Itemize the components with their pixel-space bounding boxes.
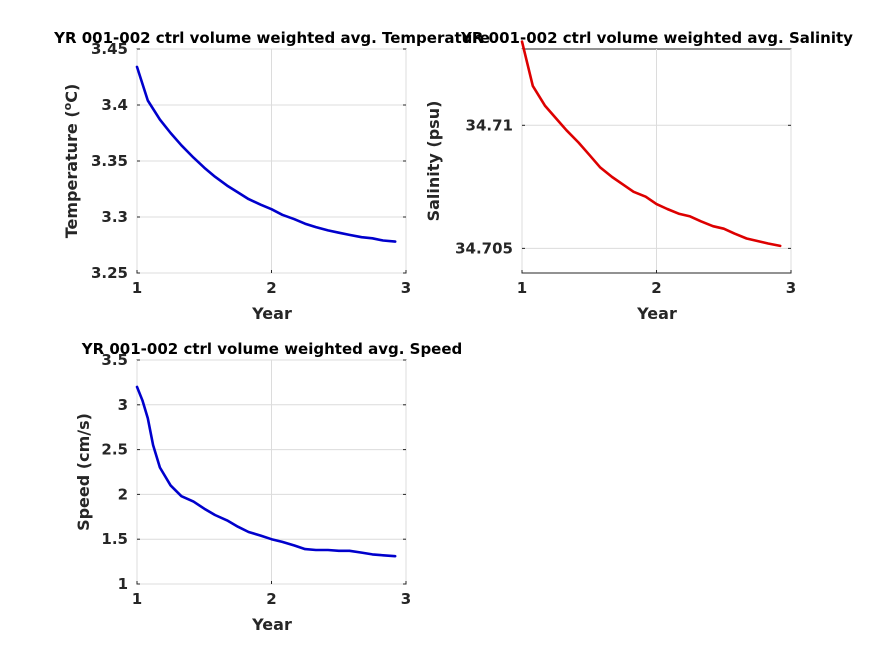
speed-y-tick-label: 2 [118, 485, 128, 503]
salinity-y-tick-label: 34.71 [466, 116, 513, 134]
salinity-x-tick-label: 1 [517, 279, 527, 297]
speed-x-tick-label: 1 [132, 590, 142, 608]
temperature-series-line [135, 65, 397, 243]
salinity-x-tick-label: 2 [651, 279, 661, 297]
temperature-chart-title: YR 001-002 ctrl volume weighted avg. Tem… [53, 29, 490, 47]
temperature-grid [136, 48, 407, 274]
speed-y-tick-label: 3 [118, 396, 128, 414]
speed-panel: 1 2 3 1 1.5 2 2.5 3 3.5 Year Speed (cm/s) YR 001… [74, 340, 462, 634]
temperature-y-tick-label: 3.35 [91, 152, 128, 170]
temperature-x-tick-label: 1 [132, 279, 142, 297]
salinity-chart-title: YR 001-002 ctrl volume weighted avg. Sal… [460, 29, 853, 47]
temperature-y-axis-label: Temperature (oC) [61, 84, 81, 239]
temperature-y-axis-label-unit: C) [62, 84, 81, 103]
speed-y-axis-label: Speed (cm/s) [74, 413, 93, 531]
temperature-y-tick-label: 3.4 [101, 96, 128, 114]
temperature-y-axis-label-degree: o [61, 102, 74, 110]
salinity-ticks: 1 2 3 34.705 34.71 [455, 116, 796, 297]
speed-y-tick-label: 2.5 [101, 441, 128, 459]
temperature-y-tick-label: 3.25 [91, 264, 128, 282]
temperature-x-tick-label: 2 [266, 279, 276, 297]
speed-ticks: 1 2 3 1 1.5 2 2.5 3 3.5 [101, 351, 411, 608]
temperature-y-tick-label: 3.3 [101, 208, 128, 226]
salinity-panel: 1 2 3 34.705 34.71 Year Salinity (psu) YR 00… [424, 29, 853, 323]
salinity-x-tick-label: 3 [786, 279, 796, 297]
speed-x-axis-label: Year [251, 615, 292, 634]
salinity-y-tick-label: 34.705 [455, 239, 513, 257]
temperature-panel: 1 2 3 3.25 3.3 3.35 3.4 3.45 Year Temperature (… [53, 29, 490, 323]
salinity-x-axis-label: Year [636, 304, 677, 323]
temperature-ticks: 1 2 3 3.25 3.3 3.35 3.4 3.45 [91, 40, 411, 297]
salinity-y-axis-label: Salinity (psu) [424, 101, 443, 222]
temperature-x-tick-label: 3 [401, 279, 411, 297]
speed-series-line [135, 385, 397, 558]
speed-x-tick-label: 2 [266, 590, 276, 608]
salinity-series-line [520, 40, 782, 248]
salinity-grid [521, 49, 792, 273]
speed-y-tick-label: 1 [118, 575, 128, 593]
speed-chart-title: YR 001-002 ctrl volume weighted avg. Spe… [81, 340, 463, 358]
temperature-x-axis-label: Year [251, 304, 292, 323]
temperature-y-tick-label: 3.45 [91, 40, 128, 58]
speed-y-tick-label: 3.5 [101, 351, 128, 369]
speed-x-tick-label: 3 [401, 590, 411, 608]
speed-y-tick-label: 1.5 [101, 530, 128, 548]
temperature-y-axis-label-main: Temperature ( [62, 110, 81, 238]
